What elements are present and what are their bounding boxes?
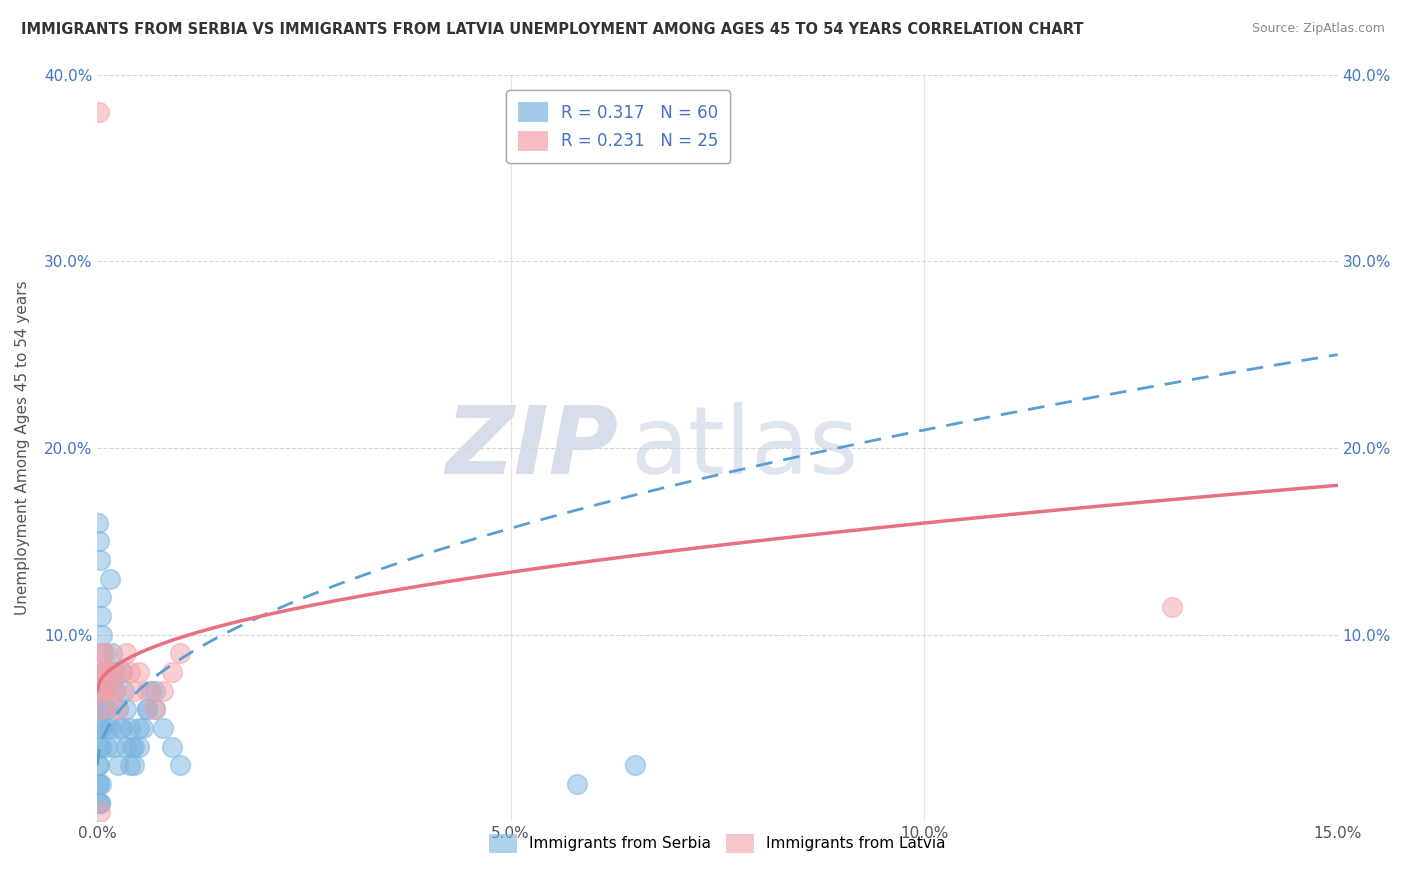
Point	[128, 739, 150, 754]
Y-axis label: Unemployment Among Ages 45 to 54 years: Unemployment Among Ages 45 to 54 years	[15, 281, 30, 615]
Point	[90, 739, 112, 754]
Point	[623, 758, 645, 772]
Point	[110, 721, 132, 735]
Point	[89, 721, 111, 735]
Point	[89, 796, 111, 810]
Point	[87, 665, 110, 679]
Point	[124, 758, 146, 772]
Text: IMMIGRANTS FROM SERBIA VS IMMIGRANTS FROM LATVIA UNEMPLOYMENT AMONG AGES 45 TO 5: IMMIGRANTS FROM SERBIA VS IMMIGRANTS FRO…	[21, 22, 1084, 37]
Point	[128, 665, 150, 679]
Point	[89, 805, 111, 819]
Point	[91, 628, 114, 642]
Point	[169, 647, 191, 661]
Legend: R = 0.317   N = 60, R = 0.231   N = 25: R = 0.317 N = 60, R = 0.231 N = 25	[506, 90, 730, 162]
Point	[87, 796, 110, 810]
Point	[94, 647, 117, 661]
Point	[132, 721, 155, 735]
Point	[143, 702, 166, 716]
Point	[112, 683, 135, 698]
Point	[87, 758, 110, 772]
Point	[96, 665, 118, 679]
Point	[87, 777, 110, 791]
Point	[120, 721, 142, 735]
Point	[152, 683, 174, 698]
Text: ZIP: ZIP	[446, 402, 619, 494]
Point	[87, 758, 110, 772]
Point	[87, 104, 110, 119]
Point	[96, 702, 118, 716]
Point	[90, 609, 112, 624]
Point	[160, 739, 183, 754]
Point	[104, 683, 127, 698]
Point	[124, 683, 146, 698]
Point	[89, 796, 111, 810]
Point	[111, 721, 134, 735]
Point	[135, 702, 157, 716]
Point	[135, 702, 157, 716]
Point	[90, 702, 112, 716]
Point	[93, 702, 115, 716]
Point	[103, 665, 125, 679]
Point	[135, 683, 157, 698]
Point	[94, 721, 117, 735]
Point	[120, 665, 142, 679]
Point	[91, 702, 114, 716]
Point	[90, 777, 112, 791]
Point	[91, 683, 114, 698]
Point	[93, 665, 115, 679]
Point	[98, 572, 121, 586]
Point	[96, 739, 118, 754]
Point	[107, 758, 129, 772]
Point	[103, 665, 125, 679]
Point	[107, 702, 129, 716]
Point	[103, 739, 125, 754]
Point	[87, 739, 110, 754]
Point	[87, 777, 110, 791]
Point	[98, 683, 121, 698]
Point	[121, 739, 143, 754]
Point	[139, 683, 162, 698]
Text: Source: ZipAtlas.com: Source: ZipAtlas.com	[1251, 22, 1385, 36]
Point	[111, 665, 134, 679]
Point	[143, 702, 166, 716]
Point	[98, 721, 121, 735]
Point	[115, 702, 138, 716]
Point	[107, 702, 129, 716]
Point	[152, 721, 174, 735]
Point	[128, 721, 150, 735]
Point	[160, 665, 183, 679]
Point	[169, 758, 191, 772]
Point	[101, 647, 124, 661]
Point	[111, 665, 134, 679]
Point	[143, 683, 166, 698]
Point	[115, 647, 138, 661]
Point	[90, 591, 112, 605]
Point	[115, 739, 138, 754]
Point	[124, 739, 146, 754]
Point	[104, 683, 127, 698]
Point	[87, 516, 110, 530]
Point	[91, 721, 114, 735]
Point	[93, 665, 115, 679]
Point	[94, 683, 117, 698]
Point	[90, 647, 112, 661]
Point	[91, 647, 114, 661]
Point	[89, 553, 111, 567]
Point	[120, 758, 142, 772]
Point	[90, 683, 112, 698]
Point	[91, 683, 114, 698]
Point	[87, 534, 110, 549]
Point	[93, 665, 115, 679]
Text: atlas: atlas	[631, 402, 859, 494]
Point	[565, 777, 588, 791]
Point	[1161, 599, 1184, 614]
